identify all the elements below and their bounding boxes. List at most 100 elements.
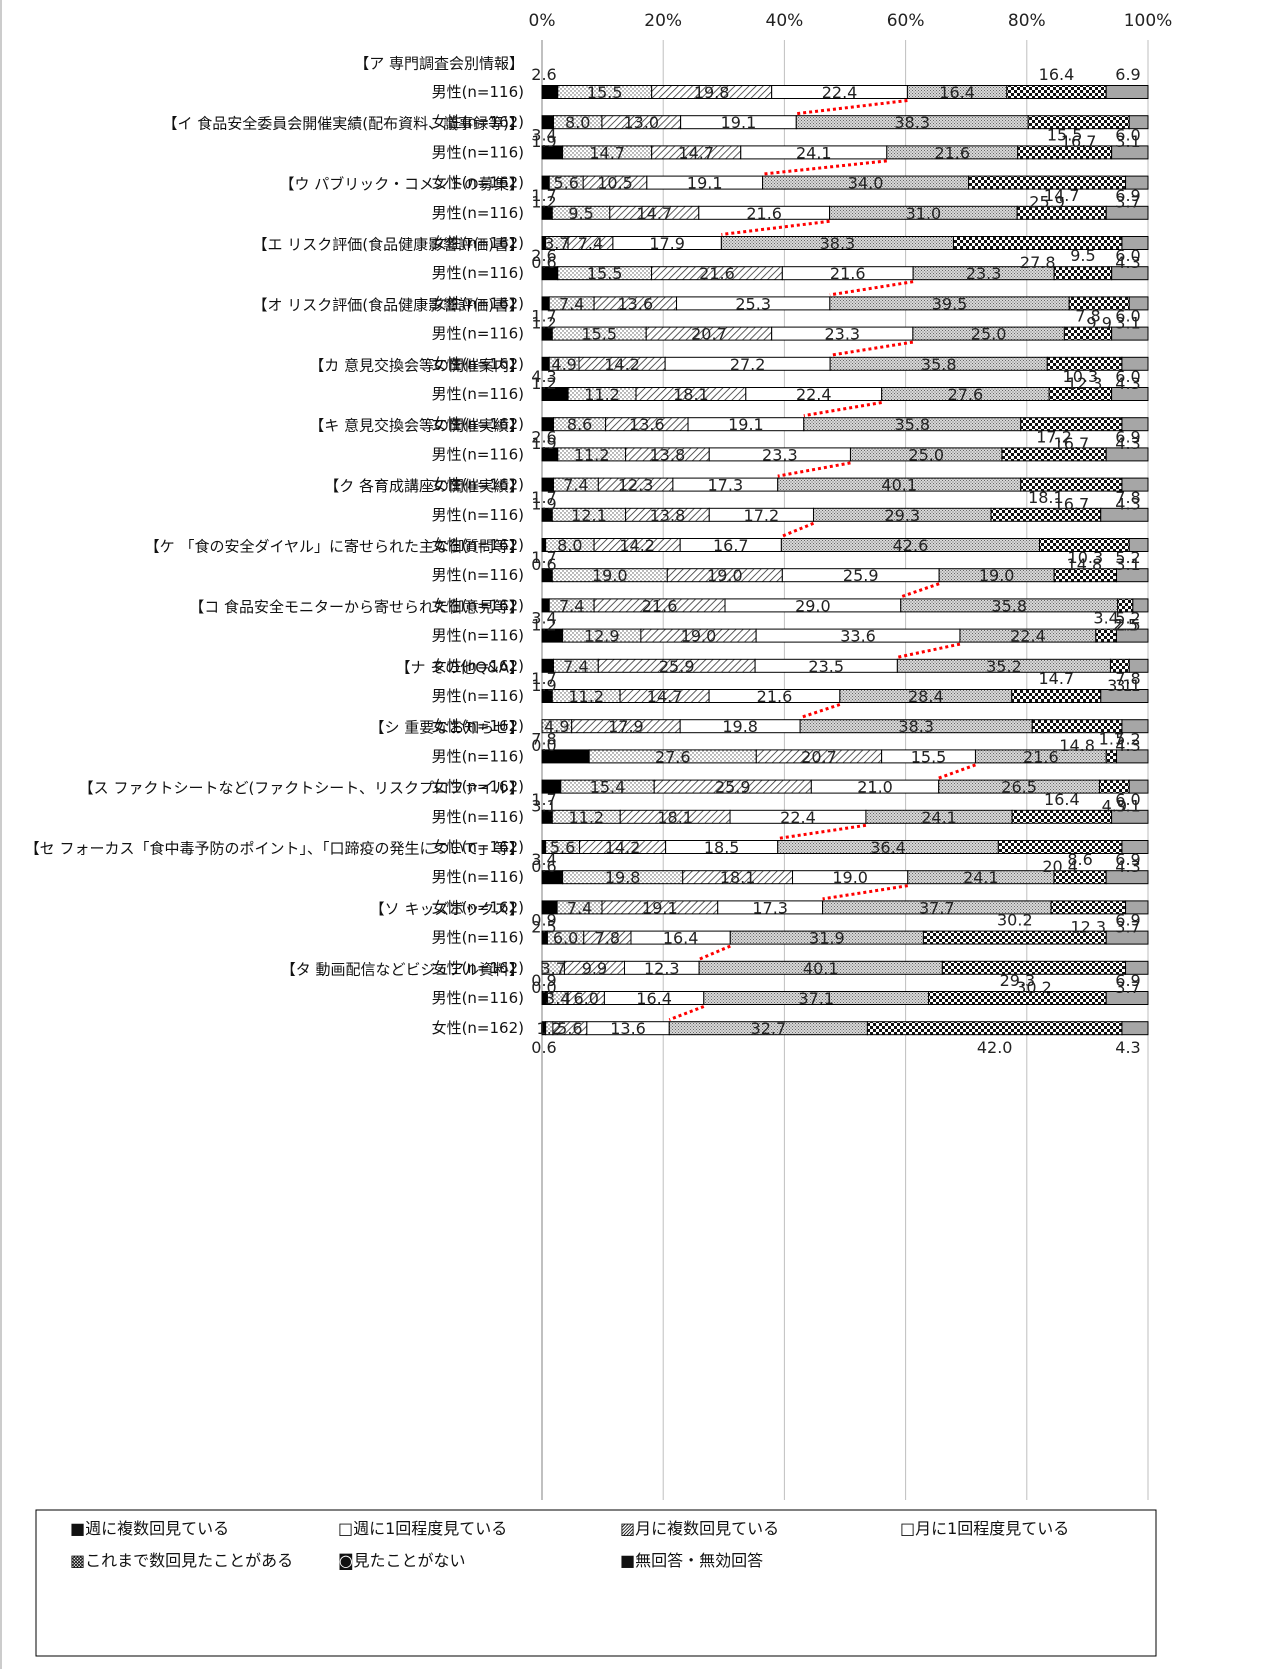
connector-line [698,944,731,961]
data-label: 27.6 [948,385,984,404]
data-label: 14.7 [636,204,672,223]
data-label: 16.7 [713,536,749,555]
data-label: 4.9 [551,355,576,374]
bar-segment [1006,85,1107,99]
bar-segment [1105,930,1149,945]
data-label: 14.7 [1044,186,1080,205]
row-label: 女性(n=162) [432,778,524,796]
group-title: 【ア 専門調査会別情報】 [354,54,524,72]
data-label: 15.5 [587,83,623,102]
data-label: 1.9 [531,676,556,695]
row-label: 男性(n=116) [432,566,524,584]
data-label: 16.4 [939,83,975,102]
data-label: 13.6 [618,294,654,313]
data-label: 11.2 [574,445,610,464]
bar-segment [1111,809,1149,824]
data-label: 31.0 [906,204,942,223]
grid-layer [0,0,1149,1669]
data-label: 23.3 [824,325,860,344]
data-label: 3.1 [1115,797,1140,816]
data-label: 23.3 [966,264,1002,283]
bar-segment [1128,296,1149,311]
bar-segment [1121,356,1149,371]
data-label: 28.4 [908,687,944,706]
data-label: 1.7 [531,548,556,567]
data-label: 29.3 [884,506,920,525]
row-label: 女性(n=162) [432,536,524,554]
bar-segment [1105,870,1149,885]
category-labels: 【ア 専門調査会別情報】男性(n=116)女性(n=162)【イ 食品安全委員会… [25,54,524,1037]
data-label: 16.4 [636,989,672,1008]
bar-segment [1011,689,1102,703]
data-label: 3.4 [545,989,570,1008]
data-label: 6.9 [1115,971,1140,990]
row-label: 男性(n=116) [432,445,524,463]
legend-label: ■週に複数回見ている [70,1519,229,1538]
group-title: 【コ 食品安全モニターから寄せられた御意見等】 [189,598,524,616]
data-label: 19.0 [707,566,743,585]
data-label: 31.9 [809,929,845,948]
data-label: 16.7 [1054,434,1090,453]
data-label: 7.8 [595,929,620,948]
group-title: 【ケ 「食の安全ダイヤル」に寄せられた主な御質問等】 [145,538,524,556]
data-label: 20.4 [1042,857,1078,876]
data-label: 11.2 [568,687,604,706]
row-label: 女性(n=162) [432,596,524,614]
data-label: 17.9 [608,717,644,736]
bar-segment [1111,326,1149,341]
data-label: 3.4 [1093,609,1118,628]
data-label: 5.6 [557,1019,582,1038]
bar-segment [1128,115,1149,130]
data-label: 17.3 [708,476,744,495]
data-label: 42.0 [977,1038,1013,1057]
data-label: 5.2 [1115,729,1140,748]
data-label: 19.1 [687,174,723,193]
legend-label: ▨月に複数回見ている [620,1519,779,1538]
data-label: 16.7 [1061,132,1097,151]
x-tick-label: 100% [1124,11,1173,31]
data-label: 27.8 [1020,253,1056,272]
row-label: 男性(n=116) [432,747,524,765]
data-label: 6.9 [1115,65,1140,84]
data-label: 26.5 [1001,778,1037,797]
row-label: 男性(n=116) [432,687,524,705]
data-label: 3.7 [544,234,569,253]
data-label: 37.1 [798,989,834,1008]
data-label: 13.6 [610,1019,646,1038]
data-label: 16.7 [1054,495,1090,514]
data-label: 5.2 [1115,609,1140,628]
data-label: 34.0 [848,174,884,193]
data-label: 25.9 [843,566,879,585]
bar-segment [1125,900,1149,915]
data-label: 7.8 [1115,669,1140,688]
data-label: 2.5 [531,917,556,936]
data-label: 1.7 [1099,729,1124,748]
connector-line [803,401,882,418]
x-axis: 0% 20% 40% 60% 80% 100% [529,11,1173,31]
data-label: 3.1 [1115,132,1140,151]
data-label: 27.2 [730,355,766,374]
data-label: 30.2 [1016,978,1052,997]
data-label: 2.5 [1115,615,1140,634]
legend-label: □週に1回程度見ている [338,1519,507,1538]
row-label: 女性(n=162) [432,717,524,735]
data-label: 4.3 [531,367,556,386]
legend-label: ▩これまで数回見たことがある [70,1551,293,1570]
data-label: 6.0 [574,989,599,1008]
connector-line [822,884,909,901]
group-title: 【キ 意見交換会等の開催実績】 [309,417,524,435]
data-label: 21.6 [1023,747,1059,766]
data-label: 1.2 [531,193,556,212]
data-label: 22.4 [1010,627,1046,646]
bar-segment [1121,1021,1149,1036]
data-label: 3.7 [1115,978,1140,997]
data-label: 38.3 [820,234,856,253]
row-label: 男性(n=116) [432,868,524,886]
data-label: 19.1 [642,898,678,917]
data-label: 11.2 [584,385,620,404]
data-label: 18.1 [1028,488,1064,507]
data-label: 38.3 [898,717,934,736]
legend-label: ◙見たことがない [338,1551,466,1570]
data-label: 35.2 [986,657,1022,676]
row-label: 女性(n=162) [432,415,524,433]
